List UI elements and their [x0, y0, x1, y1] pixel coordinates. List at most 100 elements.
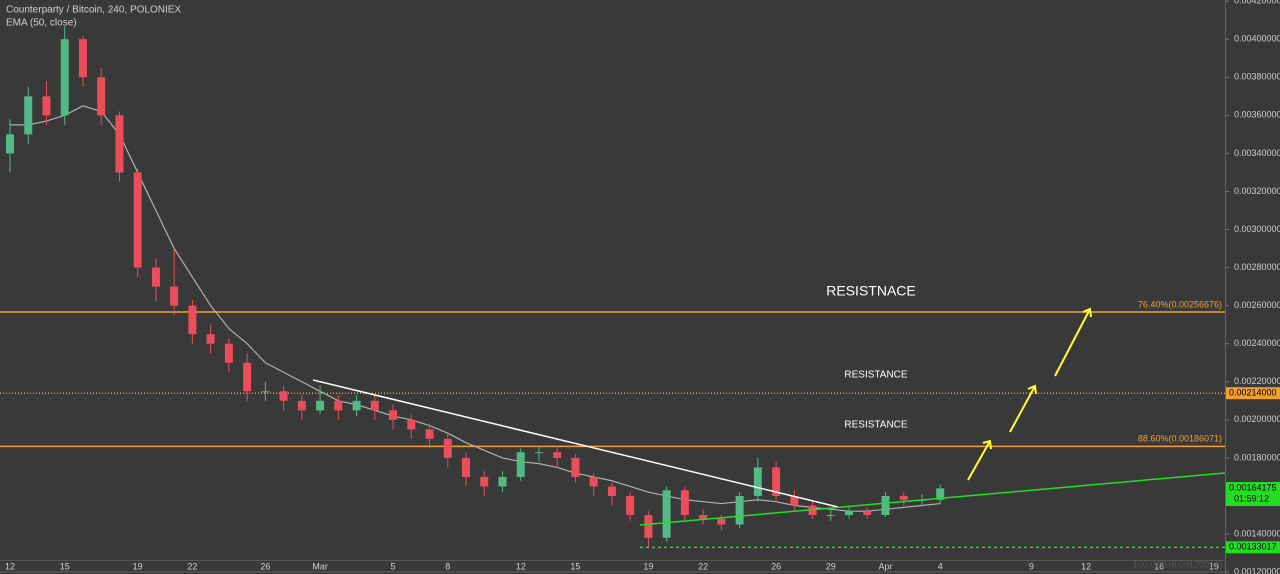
annotation: RESISTNACE	[826, 283, 915, 299]
candle-body	[534, 452, 543, 454]
candle-body	[352, 400, 361, 411]
arrow	[967, 439, 992, 481]
x-tick-label: Apr	[879, 561, 893, 571]
x-tick-label: 8	[445, 561, 450, 571]
x-tick-label: 5	[391, 561, 396, 571]
y-tick-label: 0.00320000	[1234, 186, 1280, 196]
candle-body	[790, 495, 799, 506]
arrow	[1009, 384, 1037, 433]
candle-body	[60, 39, 69, 116]
y-tick-label: 0.00340000	[1234, 148, 1280, 158]
candle-body	[425, 429, 434, 439]
candle-body	[516, 452, 525, 477]
y-tick-label: 0.00380000	[1234, 72, 1280, 82]
candle-body	[297, 400, 306, 411]
y-tick-label: 0.00300000	[1234, 224, 1280, 234]
x-tick-label: Mar	[312, 561, 328, 571]
price-tag-label: 0.00164175	[1229, 482, 1277, 492]
candle-body	[753, 467, 762, 496]
candle-body	[899, 495, 908, 500]
candle-body	[224, 343, 233, 363]
candle-body	[97, 77, 106, 116]
y-tick-label: 0.00120000	[1234, 566, 1280, 574]
candle-body	[735, 495, 744, 525]
y-tick-label: 0.00200000	[1234, 414, 1280, 424]
x-tick-label: 15	[570, 561, 580, 571]
x-tick-label: 22	[187, 561, 197, 571]
candle-body	[498, 476, 507, 487]
countdown-label: 01:59:12	[1234, 493, 1269, 503]
candle-body	[334, 400, 343, 411]
candle-body	[881, 495, 890, 516]
price-tag-label: 0.00133017	[1229, 542, 1277, 552]
x-tick-label: 19	[643, 561, 653, 571]
candle-body	[78, 39, 87, 78]
candle-body	[589, 476, 598, 487]
indicator-label: EMA (50, close)	[6, 18, 77, 29]
candle-body	[206, 334, 215, 344]
y-tick-label: 0.00400000	[1234, 34, 1280, 44]
x-tick-label: 19	[133, 561, 143, 571]
candle-body	[24, 96, 33, 135]
level-label: 76.40%(0.00256676)	[1138, 299, 1222, 309]
candle-body	[644, 515, 653, 538]
y-tick-label: 0.00180000	[1234, 452, 1280, 462]
candle-body	[826, 515, 835, 517]
candle-body	[772, 467, 781, 496]
candle-body	[717, 518, 726, 525]
candle-body	[6, 134, 14, 154]
candle-body	[389, 410, 398, 420]
y-tick-label: 0.00260000	[1234, 300, 1280, 310]
y-tick-label: 0.00280000	[1234, 262, 1280, 272]
y-tick-label: 0.00420000	[1234, 0, 1280, 6]
price-tag-label: 0.00214000	[1229, 388, 1277, 398]
candle-body	[316, 400, 325, 411]
candle-body	[845, 511, 854, 516]
candle-body	[462, 457, 470, 477]
x-tick-label: 29	[826, 561, 836, 571]
trend-line	[312, 379, 839, 508]
x-tick-label: 19	[1209, 561, 1219, 571]
level-label: 100.00%(0.00120097)	[1133, 559, 1222, 569]
arrows	[967, 307, 1092, 481]
x-tick-label: 26	[260, 561, 270, 571]
x-tick-label: 9	[1029, 561, 1034, 571]
arrow	[1054, 307, 1092, 377]
x-tick-label: 4	[938, 561, 943, 571]
candle-body	[571, 457, 580, 477]
annotation: RESISTANCE	[844, 370, 907, 381]
x-tick-label: 12	[5, 561, 15, 571]
candle-body	[151, 267, 160, 287]
candle-body	[407, 419, 416, 430]
y-tick-label: 0.00360000	[1234, 110, 1280, 120]
ema-line	[10, 105, 941, 512]
support-line	[639, 472, 1226, 526]
candle-body	[443, 438, 452, 458]
candle-body	[626, 495, 635, 516]
candle-body	[480, 476, 489, 487]
candle-body	[936, 488, 945, 500]
candle-body	[680, 490, 689, 516]
candle-body	[42, 96, 51, 116]
price-tag	[1226, 482, 1280, 507]
candle-body	[370, 400, 379, 411]
x-tick-label: 12	[516, 561, 526, 571]
level-label: 88.60%(0.00186071)	[1138, 434, 1222, 444]
candle-body	[133, 172, 142, 268]
x-tick-label: 15	[60, 561, 70, 571]
x-tick-label: 12	[1081, 561, 1091, 571]
candle-body	[243, 362, 252, 392]
x-tick-label: 16	[1154, 561, 1164, 571]
y-tick-label: 0.00220000	[1234, 376, 1280, 386]
candle-body	[115, 115, 124, 173]
candle-body	[261, 391, 270, 393]
candle-body	[170, 286, 179, 306]
candle-body	[553, 452, 562, 458]
candle-body	[699, 515, 708, 519]
candle-body	[279, 391, 288, 401]
candle-body	[863, 511, 872, 516]
candle-body	[607, 486, 616, 496]
price-tag	[1226, 387, 1280, 400]
